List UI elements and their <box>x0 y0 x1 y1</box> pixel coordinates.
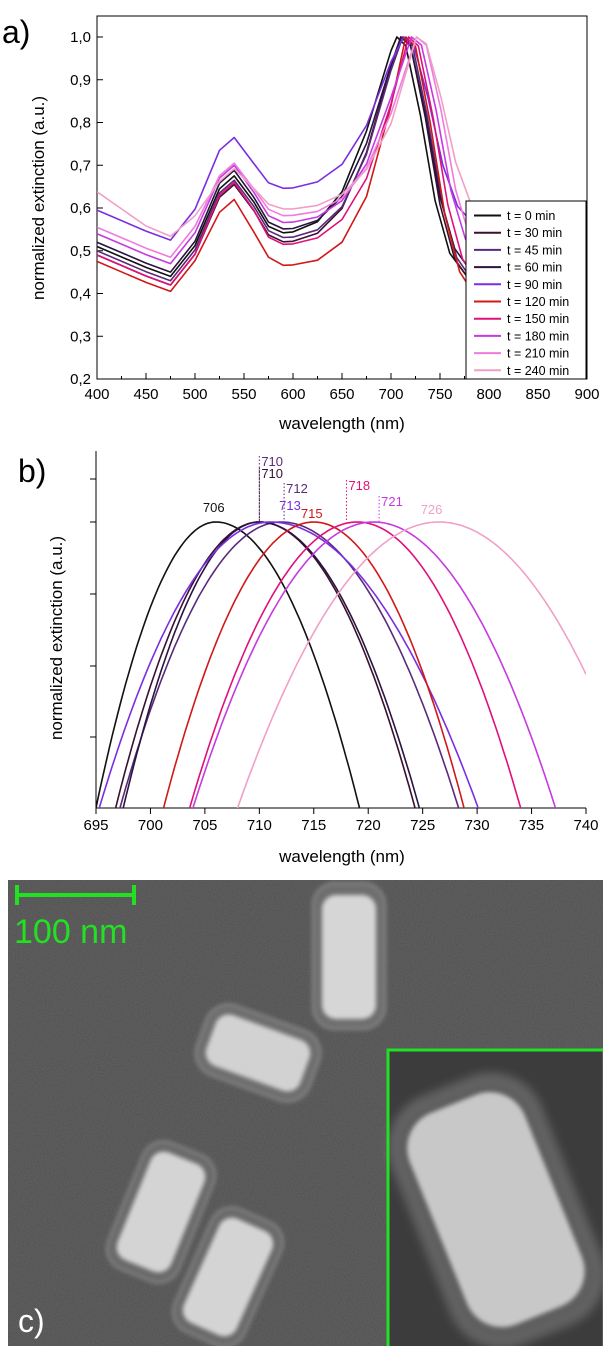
series-line-a <box>97 36 473 282</box>
panel-c-micrograph: 100 nm c) <box>8 880 603 1346</box>
series-line-b <box>98 521 480 808</box>
panel-a-label: a) <box>2 14 30 50</box>
x-tick-label-b: 710 <box>247 817 272 834</box>
peak-label-b: 710 <box>261 454 283 469</box>
legend-label-a: t = 120 min <box>507 295 569 309</box>
x-tick-label-b: 730 <box>465 817 490 834</box>
x-tick-label-b: 735 <box>519 817 544 834</box>
scale-bar: 100 nm <box>14 885 136 951</box>
x-tick-label-a: 600 <box>280 386 305 403</box>
x-tick-label-a: 850 <box>525 386 550 403</box>
peak-label-b: 721 <box>381 494 403 509</box>
y-tick-label-a: 0,2 <box>70 371 91 388</box>
scale-bar-label: 100 nm <box>14 913 127 951</box>
series-line-b <box>114 521 416 808</box>
x-tick-label-a: 800 <box>476 386 501 403</box>
x-tick-label-b: 695 <box>83 817 108 834</box>
series-line-b <box>188 521 522 808</box>
series-line-a <box>97 36 486 260</box>
series-line-b <box>119 521 460 808</box>
panel-b-chart: b) 695 700 705 710 715 720 725 730 735 740 706 710… <box>18 451 599 866</box>
series-line-a <box>97 36 481 265</box>
peak-label-b: 712 <box>286 481 308 496</box>
x-tick-label-b: 715 <box>301 817 326 834</box>
x-tick-label-b: 720 <box>356 817 381 834</box>
legend-label-a: t = 60 min <box>507 261 562 275</box>
peak-label-b: 718 <box>348 478 370 493</box>
series-line-a <box>97 36 515 237</box>
series-line-a <box>97 36 473 241</box>
nanorod-2 <box>194 1003 322 1103</box>
y-tick-label-a: 0,9 <box>70 72 91 89</box>
peak-label-b: 706 <box>203 500 225 515</box>
axis-ticks-a: 400 450 500 550 600 650 700 750 800 850 900 0,2 0,3 0… <box>70 29 599 403</box>
y-tick-label-a: 0,6 <box>70 200 91 217</box>
y-tick-label-a: 0,5 <box>70 243 91 260</box>
series-line-b <box>162 521 465 808</box>
x-tick-label-b: 725 <box>410 817 435 834</box>
x-tick-label-a: 900 <box>574 386 599 403</box>
nanorod-inset <box>389 1074 603 1346</box>
x-axis-label-a: wavelength (nm) <box>278 414 405 433</box>
legend-label-a: t = 210 min <box>507 347 569 361</box>
legend-label-a: t = 0 min <box>507 209 555 223</box>
series-line-a <box>97 36 475 295</box>
series-lines-b <box>96 521 586 808</box>
x-tick-label-b: 705 <box>192 817 217 834</box>
x-axis-label-b: wavelength (nm) <box>278 847 405 866</box>
x-tick-label-a: 500 <box>182 386 207 403</box>
series-line-a <box>97 36 480 281</box>
x-tick-label-b: 700 <box>138 817 163 834</box>
series-line-a <box>97 36 478 286</box>
peak-label-b: 713 <box>279 498 301 513</box>
y-tick-label-a: 0,3 <box>70 328 91 345</box>
peak-label-b: 715 <box>301 506 323 521</box>
panel-a-chart: a) 400 450 500 550 600 650 700 750 800 850 900 0,2 0… <box>2 14 600 433</box>
series-line-a <box>97 36 471 273</box>
legend-a: t = 0 min t = 30 min t = 45 min t = 60 min t… <box>465 200 587 380</box>
series-lines-a <box>97 36 515 295</box>
y-axis-label-b: normalized extinction (a.u.) <box>47 536 66 740</box>
legend-label-a: t = 240 min <box>507 364 569 378</box>
legend-label-a: t = 30 min <box>507 226 562 240</box>
legend-label-a: t = 180 min <box>507 329 569 343</box>
series-line-b <box>96 521 361 808</box>
legend-label-a: t = 45 min <box>507 243 562 257</box>
nanorod-1 <box>312 882 386 1030</box>
series-line-a <box>97 36 471 286</box>
panel-c-label: c) <box>18 1303 45 1339</box>
x-tick-label-a: 700 <box>378 386 403 403</box>
x-tick-label-a: 400 <box>84 386 109 403</box>
panel-b-label: b) <box>18 453 46 489</box>
inset-border <box>386 1048 603 1346</box>
y-tick-label-a: 0,7 <box>70 157 91 174</box>
x-tick-label-b: 740 <box>573 817 598 834</box>
peak-label-b: 726 <box>421 502 443 517</box>
y-axis-label-a: normalized extinction (a.u.) <box>29 96 48 300</box>
axis-ticks-b: 695 700 705 710 715 720 725 730 735 740 <box>83 478 599 834</box>
inset-magnified <box>386 1048 603 1346</box>
y-tick-label-a: 1,0 <box>70 29 91 46</box>
x-tick-label-a: 450 <box>133 386 158 403</box>
y-tick-label-a: 0,4 <box>70 286 91 303</box>
legend-label-a: t = 90 min <box>507 278 562 292</box>
legend-label-a: t = 150 min <box>507 312 569 326</box>
series-line-b <box>192 521 557 808</box>
nanorod-4 <box>172 1206 284 1346</box>
series-line-b <box>122 521 421 808</box>
y-tick-label-a: 0,8 <box>70 115 91 132</box>
peak-label-b: 710 <box>261 466 283 481</box>
series-line-b <box>236 521 586 808</box>
x-tick-label-a: 750 <box>427 386 452 403</box>
nanorod-3 <box>105 1140 217 1284</box>
x-tick-label-a: 550 <box>231 386 256 403</box>
x-tick-label-a: 650 <box>329 386 354 403</box>
